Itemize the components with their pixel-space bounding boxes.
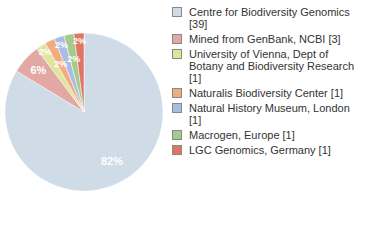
legend-item: Centre for Biodiversity Genomics [39] <box>172 6 377 30</box>
legend-swatch <box>172 34 182 44</box>
legend-swatch <box>172 130 182 140</box>
legend-item: University of Vienna, Dept of Botany and… <box>172 48 377 84</box>
legend-item: LGC Genomics, Germany [1] <box>172 144 377 156</box>
data-label: 2% <box>39 47 52 57</box>
legend-swatch <box>172 7 182 17</box>
legend-item: Mined from GenBank, NCBI [3] <box>172 33 377 45</box>
legend-swatch <box>172 49 182 59</box>
data-label: 2% <box>55 40 68 50</box>
legend-label: Macrogen, Europe [1] <box>189 129 364 141</box>
legend-label: Natural History Museum, London [1] <box>189 102 364 126</box>
data-label: 6% <box>30 64 46 76</box>
slice <box>5 33 163 191</box>
legend-label: Centre for Biodiversity Genomics [39] <box>189 6 364 30</box>
legend-label: University of Vienna, Dept of Botany and… <box>189 48 364 84</box>
legend: Centre for Biodiversity Genomics [39] Min… <box>172 6 377 159</box>
legend-label: Mined from GenBank, NCBI [3] <box>189 33 364 45</box>
legend-item: Natural History Museum, London [1] <box>172 102 377 126</box>
data-label: 2% <box>73 36 86 46</box>
data-label: 2% <box>67 54 80 64</box>
legend-item: Naturalis Biodiversity Center [1] <box>172 87 377 99</box>
data-label: 82% <box>101 155 123 167</box>
legend-swatch <box>172 145 182 155</box>
legend-swatch <box>172 103 182 113</box>
data-label: 2% <box>54 59 67 69</box>
legend-label: Naturalis Biodiversity Center [1] <box>189 87 364 99</box>
legend-item: Macrogen, Europe [1] <box>172 129 377 141</box>
legend-swatch <box>172 88 182 98</box>
slices <box>5 33 163 191</box>
legend-label: LGC Genomics, Germany [1] <box>189 144 364 156</box>
data-labels: 82%6%2%2%2%2%2% <box>30 36 123 167</box>
